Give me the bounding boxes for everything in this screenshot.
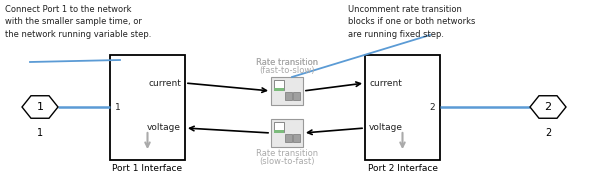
Text: 1: 1 — [37, 128, 43, 138]
Bar — [271, 119, 303, 147]
Bar — [274, 122, 284, 132]
Bar — [286, 134, 293, 142]
Text: current: current — [369, 78, 402, 87]
Bar — [365, 55, 440, 160]
Text: Rate transition: Rate transition — [256, 58, 318, 67]
Text: Uncomment rate transition
blocks if one or both networks
are running fixed step.: Uncomment rate transition blocks if one … — [348, 5, 475, 39]
Bar — [271, 77, 303, 105]
Text: (slow-to-fast): (slow-to-fast) — [259, 157, 315, 166]
Text: Port 1 Interface: Port 1 Interface — [112, 164, 183, 173]
Bar — [110, 55, 185, 160]
Text: Rate transition: Rate transition — [256, 58, 318, 67]
Bar — [293, 92, 300, 100]
Text: 2: 2 — [545, 128, 551, 138]
Text: Rate transition: Rate transition — [256, 149, 318, 158]
Bar — [274, 80, 284, 90]
Text: voltage: voltage — [369, 124, 403, 132]
Text: 1: 1 — [115, 103, 121, 112]
Bar — [274, 130, 284, 133]
Text: current: current — [148, 78, 181, 87]
Text: Port 2 Interface: Port 2 Interface — [368, 164, 438, 173]
Bar — [293, 134, 300, 142]
Text: 2: 2 — [429, 103, 435, 112]
Polygon shape — [22, 96, 58, 118]
Text: Connect Port 1 to the network
with the smaller sample time, or
the network runni: Connect Port 1 to the network with the s… — [5, 5, 151, 39]
Polygon shape — [530, 96, 566, 118]
Bar — [286, 92, 293, 100]
Text: 1: 1 — [37, 102, 44, 112]
Text: (fast-to-slow): (fast-to-slow) — [259, 58, 315, 67]
Text: 2: 2 — [544, 102, 551, 112]
Text: (fast-to-slow): (fast-to-slow) — [259, 66, 315, 75]
Text: voltage: voltage — [147, 124, 181, 132]
Bar — [274, 88, 284, 91]
